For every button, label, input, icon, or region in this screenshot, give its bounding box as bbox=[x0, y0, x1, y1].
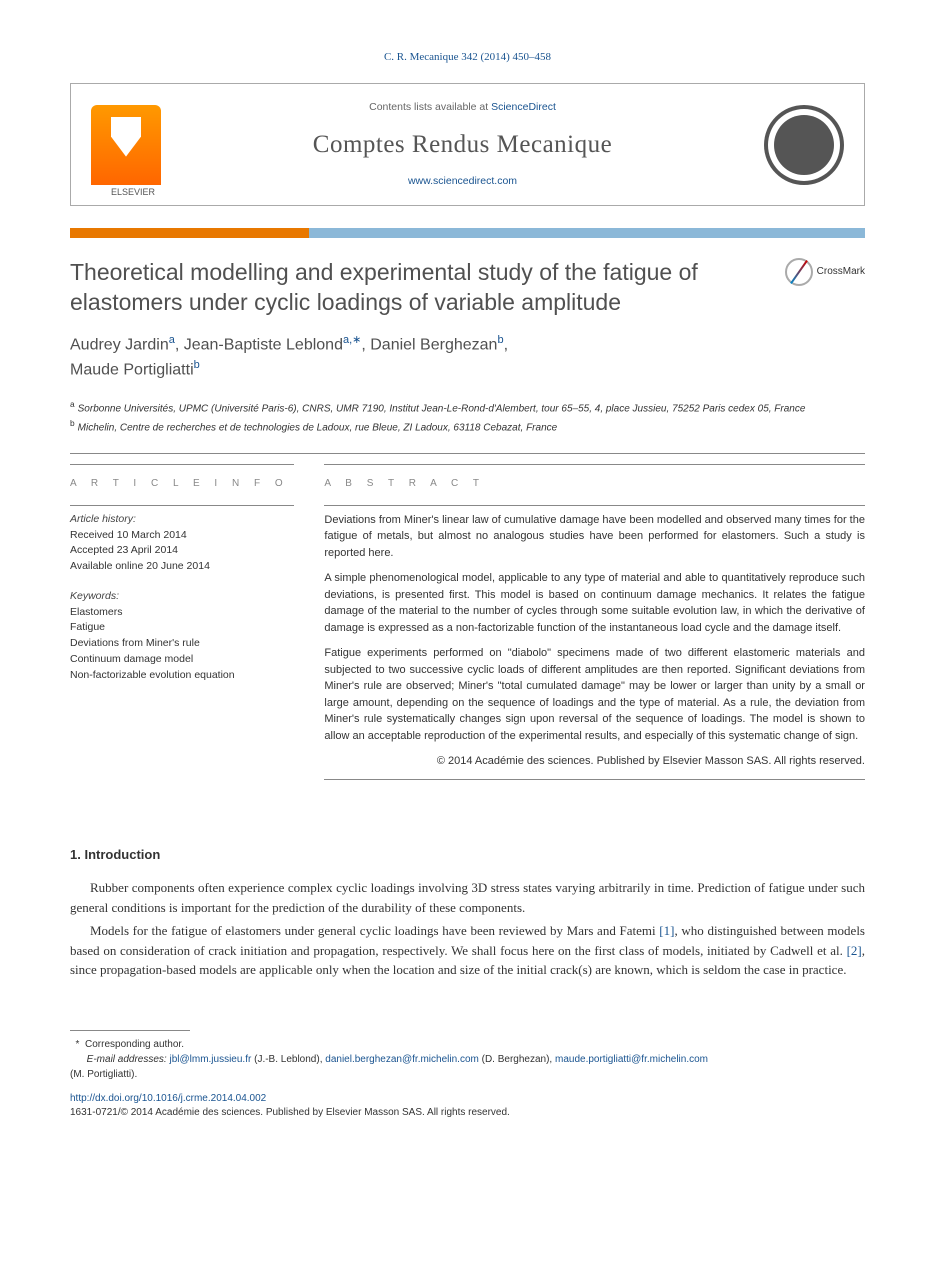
authors-list: Audrey Jardina, Jean-Baptiste Leblonda,∗… bbox=[70, 332, 865, 383]
contents-available-line: Contents lists available at ScienceDirec… bbox=[175, 100, 750, 115]
sciencedirect-link[interactable]: ScienceDirect bbox=[491, 101, 556, 113]
academy-seal-icon bbox=[764, 105, 844, 185]
received-date: Received 10 March 2014 bbox=[70, 528, 294, 544]
abstract-para-1: Deviations from Miner's linear law of cu… bbox=[324, 512, 865, 562]
email-3-who: (M. Portigliatti). bbox=[70, 1069, 137, 1080]
abstract-copyright: © 2014 Académie des sciences. Published … bbox=[324, 753, 865, 770]
doi-link[interactable]: http://dx.doi.org/10.1016/j.crme.2014.04… bbox=[70, 1092, 865, 1106]
author-4: Maude Portigliatti bbox=[70, 361, 194, 378]
article-title: Theoretical modelling and experimental s… bbox=[70, 258, 765, 318]
email-addresses-label: E-mail addresses: bbox=[87, 1054, 167, 1065]
keywords-label: Keywords: bbox=[70, 589, 294, 605]
article-info-label: a r t i c l e i n f o bbox=[70, 471, 294, 491]
email-1-who: (J.-B. Leblond), bbox=[254, 1054, 322, 1065]
intro-para-1: Rubber components often experience compl… bbox=[70, 878, 865, 917]
corresponding-author-footnote: * Corresponding author. E-mail addresses… bbox=[70, 1031, 865, 1082]
crossmark-icon bbox=[785, 258, 813, 286]
intro-para-2: Models for the fatigue of elastomers und… bbox=[70, 921, 865, 980]
online-date: Available online 20 June 2014 bbox=[70, 559, 294, 575]
author-2: Jean-Baptiste Leblond bbox=[184, 336, 343, 353]
contents-prefix: Contents lists available at bbox=[369, 101, 491, 113]
history-label: Article history: bbox=[70, 512, 294, 528]
citation-line: C. R. Mecanique 342 (2014) 450–458 bbox=[70, 50, 865, 65]
affiliations-block: aSorbonne Universités, UPMC (Université … bbox=[70, 398, 865, 435]
color-divider bbox=[70, 228, 865, 238]
intro-p2-a: Models for the fatigue of elastomers und… bbox=[90, 923, 659, 938]
email-2[interactable]: daniel.berghezan@fr.michelin.com bbox=[325, 1054, 479, 1065]
abstract-para-3: Fatigue experiments performed on "diabol… bbox=[324, 645, 865, 744]
abstract-label: a b s t r a c t bbox=[324, 471, 865, 491]
author-3: Daniel Berghezan bbox=[370, 336, 497, 353]
keyword-0: Elastomers bbox=[70, 605, 294, 621]
crossmark-badge[interactable]: CrossMark bbox=[785, 258, 865, 286]
abstract-para-2: A simple phenomenological model, applica… bbox=[324, 570, 865, 636]
elsevier-logo bbox=[91, 105, 161, 185]
crossmark-label: CrossMark bbox=[817, 265, 865, 279]
email-1[interactable]: jbl@lmm.jussieu.fr bbox=[169, 1054, 251, 1065]
publisher-label: ELSEVIER bbox=[91, 186, 175, 199]
accepted-date: Accepted 23 April 2014 bbox=[70, 543, 294, 559]
author-2-affil: a,∗ bbox=[343, 334, 361, 346]
author-1: Audrey Jardin bbox=[70, 336, 169, 353]
section-1-heading: 1. Introduction bbox=[70, 846, 865, 864]
journal-url[interactable]: www.sciencedirect.com bbox=[175, 174, 750, 189]
affiliation-a: Sorbonne Universités, UPMC (Université P… bbox=[78, 404, 806, 415]
author-4-affil: b bbox=[194, 359, 200, 371]
journal-header: ELSEVIER Contents lists available at Sci… bbox=[70, 83, 865, 205]
article-history: Article history: Received 10 March 2014 … bbox=[70, 512, 294, 575]
corresponding-label: Corresponding author. bbox=[85, 1039, 184, 1050]
ref-1[interactable]: [1] bbox=[659, 923, 674, 938]
keywords-block: Keywords: Elastomers Fatigue Deviations … bbox=[70, 589, 294, 684]
keyword-4: Non-factorizable evolution equation bbox=[70, 668, 294, 684]
author-1-affil: a bbox=[169, 334, 175, 346]
author-3-affil: b bbox=[497, 334, 503, 346]
section-1-body: Rubber components often experience compl… bbox=[70, 878, 865, 980]
journal-name: Comptes Rendus Mecanique bbox=[175, 127, 750, 162]
keyword-2: Deviations from Miner's rule bbox=[70, 636, 294, 652]
email-3[interactable]: maude.portigliatti@fr.michelin.com bbox=[555, 1054, 708, 1065]
keyword-1: Fatigue bbox=[70, 620, 294, 636]
issn-copyright: 1631-0721/© 2014 Académie des sciences. … bbox=[70, 1106, 865, 1120]
ref-2[interactable]: [2] bbox=[847, 943, 862, 958]
email-2-who: (D. Berghezan), bbox=[482, 1054, 553, 1065]
affiliation-b: Michelin, Centre de recherches et de tec… bbox=[78, 422, 558, 433]
keyword-3: Continuum damage model bbox=[70, 652, 294, 668]
